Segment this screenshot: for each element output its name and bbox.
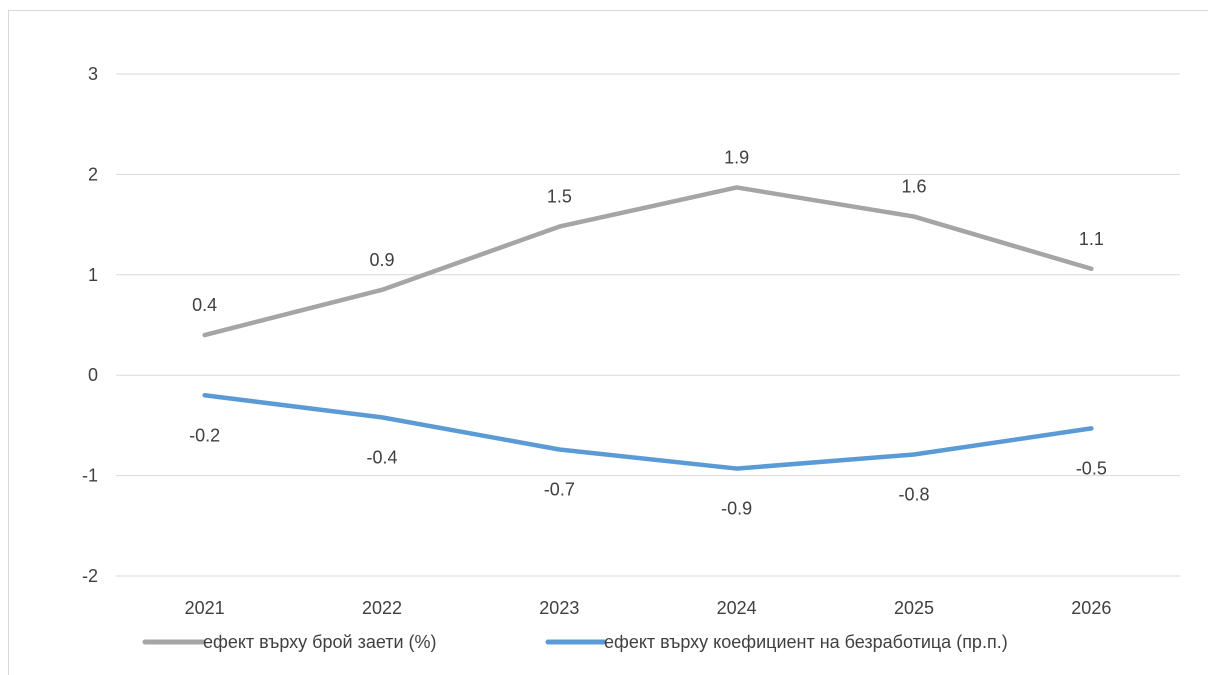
data-label: -0.8 bbox=[898, 485, 929, 505]
x-tick-label: 2023 bbox=[539, 598, 579, 618]
y-tick-label: -2 bbox=[82, 566, 98, 586]
y-tick-label: 3 bbox=[88, 64, 98, 84]
x-tick-label: 2021 bbox=[185, 598, 225, 618]
data-label: 1.1 bbox=[1079, 229, 1104, 249]
data-label: 1.5 bbox=[547, 187, 572, 207]
legend: ефект върху брой заети (%) ефект върху ко… bbox=[142, 632, 1008, 652]
series-line bbox=[202, 393, 1094, 471]
legend-label: ефект върху коефициент на безработица (п… bbox=[604, 632, 1008, 652]
y-tick-label: -1 bbox=[82, 466, 98, 486]
y-tick-label: 2 bbox=[88, 164, 98, 184]
chart-frame bbox=[8, 10, 1208, 675]
x-tick-label: 2024 bbox=[717, 598, 757, 618]
data-label: 1.6 bbox=[901, 177, 926, 197]
legend-label: ефект върху брой заети (%) bbox=[203, 632, 437, 652]
x-tick-label: 2025 bbox=[894, 598, 934, 618]
x-tick-label: 2022 bbox=[362, 598, 402, 618]
data-label: 0.9 bbox=[369, 250, 394, 270]
data-label: -0.2 bbox=[189, 425, 220, 445]
y-axis-ticks: -2 -1 0 1 2 3 bbox=[82, 64, 98, 586]
x-tick-label: 2026 bbox=[1071, 598, 1111, 618]
data-label: -0.5 bbox=[1076, 458, 1107, 478]
data-labels: 0.4 0.9 1.5 1.9 1.6 1.1 -0.2 -0.4 -0.7 -0.9 -0.8 -0… bbox=[189, 147, 1107, 518]
data-label: -0.4 bbox=[366, 447, 397, 467]
y-tick-label: 1 bbox=[88, 265, 98, 285]
data-label: 1.9 bbox=[724, 147, 749, 167]
series-lines bbox=[202, 185, 1094, 471]
data-label: 0.4 bbox=[192, 295, 217, 315]
data-label: -0.7 bbox=[544, 479, 575, 499]
series-line bbox=[202, 185, 1094, 338]
y-tick-label: 0 bbox=[88, 365, 98, 385]
x-axis-ticks: 2021 2022 2023 2024 2025 2026 bbox=[185, 598, 1112, 618]
data-label: -0.9 bbox=[721, 499, 752, 519]
gridlines bbox=[116, 73, 1180, 577]
